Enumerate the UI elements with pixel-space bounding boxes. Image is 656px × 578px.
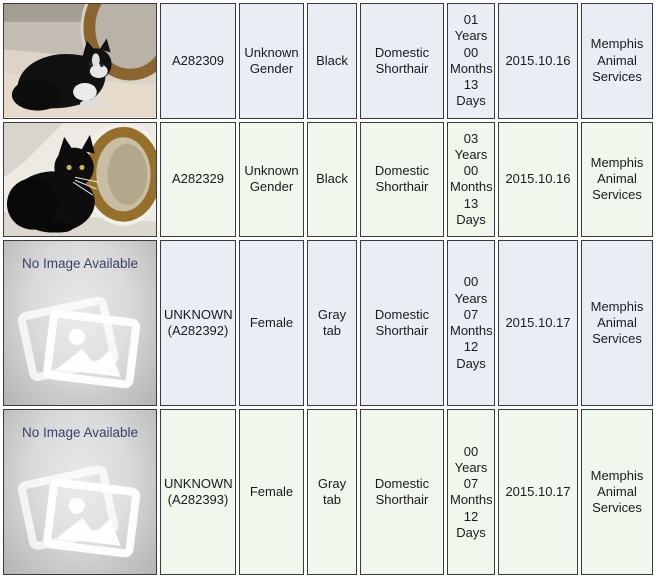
shelter-cell: Memphis Animal Services [581,3,653,119]
gender-cell: Unknown Gender [239,121,304,237]
intake-date-cell: 2015.10.16 [498,3,578,119]
intake-date-cell: 2015.10.16 [498,121,578,237]
shelter-cell: Memphis Animal Services [581,121,653,237]
age-cell: 00 Years 07 Months 12 Days [447,409,495,576]
age-cell: 00 Years 07 Months 12 Days [447,240,495,407]
color-cell: Black [307,3,357,119]
photo-cell[interactable]: No Image Available [3,409,157,576]
age-cell: 01 Years 00 Months 13 Days [447,3,495,119]
table-row: A282309 Unknown Gender Black Domestic Sh… [3,3,653,119]
breed-cell: Domestic Shorthair [360,3,444,119]
color-cell: Gray tab [307,240,357,407]
shelter-cell: Memphis Animal Services [581,409,653,576]
age-cell: 03 Years 00 Months 13 Days [447,121,495,237]
intake-date-cell: 2015.10.17 [498,240,578,407]
shelter-cell: Memphis Animal Services [581,240,653,407]
photo-cell[interactable] [3,3,157,119]
no-image-label: No Image Available [21,256,139,271]
photo-placeholder-icon [17,296,141,389]
breed-cell: Domestic Shorthair [360,121,444,237]
cat-photo-black-white [4,4,156,118]
animal-id-cell: UNKNOWN (A282393) [160,409,236,576]
animal-id-cell: A282309 [160,3,236,119]
table-row: A282329 Unknown Gender Black Domestic Sh… [3,121,653,237]
photo-cell[interactable] [3,121,157,237]
photo-cell[interactable]: No Image Available [3,240,157,407]
gender-cell: Female [239,240,304,407]
table-row: No Image Available UNKNOWN (A282393) Fem… [3,409,653,576]
gender-cell: Unknown Gender [239,3,304,119]
no-image-placeholder: No Image Available [4,410,156,575]
breed-cell: Domestic Shorthair [360,409,444,576]
intake-date-cell: 2015.10.17 [498,409,578,576]
no-image-placeholder: No Image Available [4,241,156,406]
animal-id-cell: A282329 [160,121,236,237]
breed-cell: Domestic Shorthair [360,240,444,407]
color-cell: Gray tab [307,409,357,576]
color-cell: Black [307,121,357,237]
gender-cell: Female [239,409,304,576]
animal-id-cell: UNKNOWN (A282392) [160,240,236,407]
table-row: No Image Available UNKNOWN (A282392) Fem… [3,240,653,407]
cat-photo-black [4,122,156,236]
photo-placeholder-icon [17,465,141,558]
no-image-label: No Image Available [21,425,139,441]
